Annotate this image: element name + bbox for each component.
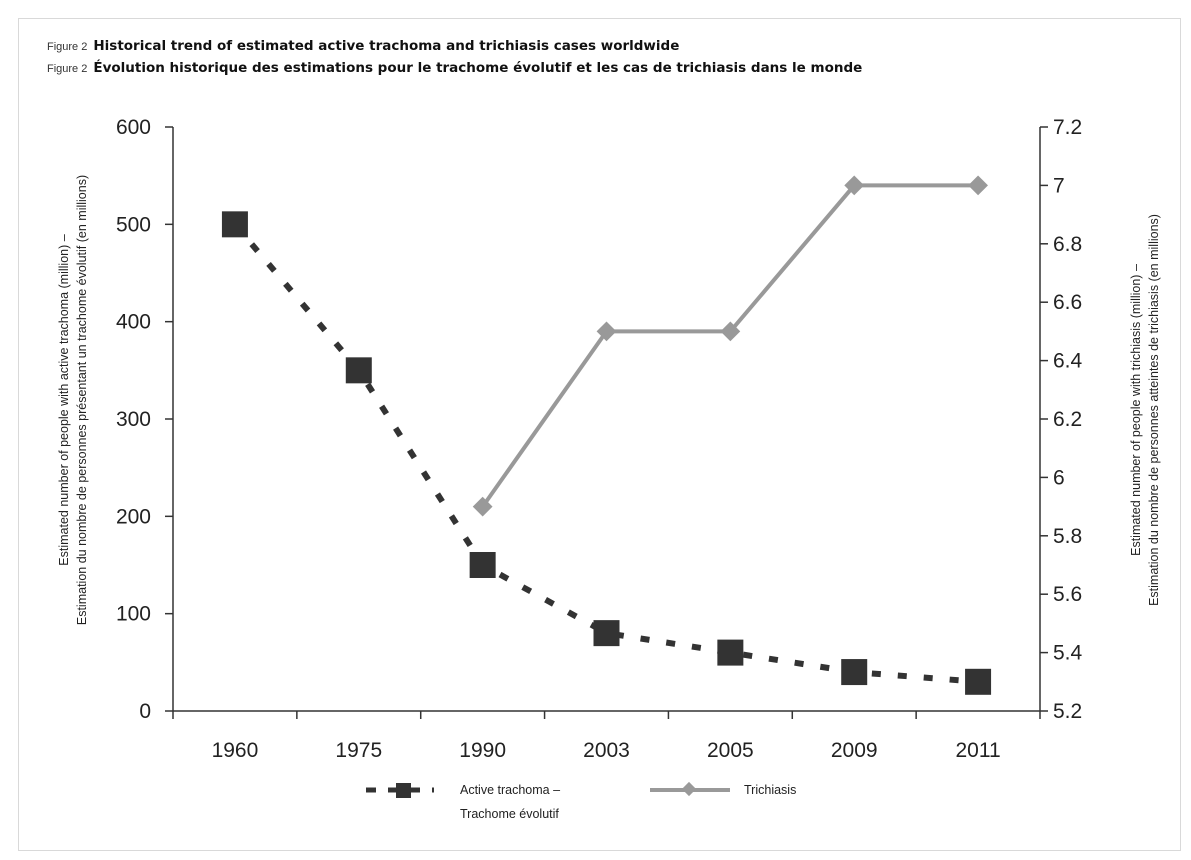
trichiasis-point bbox=[968, 175, 988, 196]
trichiasis-point bbox=[720, 321, 741, 342]
right-axis-title-line1: Estimated number of people with trichias… bbox=[1129, 264, 1143, 556]
right-tick-label: 6.4 bbox=[1053, 350, 1083, 373]
trichiasis-point bbox=[472, 496, 493, 517]
active-trachoma-point bbox=[717, 639, 744, 666]
series-layer bbox=[221, 175, 992, 695]
figure-frame bbox=[18, 18, 1181, 851]
active-trachoma-point bbox=[593, 620, 620, 647]
right-tick-label: 6.8 bbox=[1053, 233, 1082, 256]
legend-active-trachoma-label-line2: Trachome évolutif bbox=[460, 807, 559, 821]
right-tick-label: 7.2 bbox=[1053, 116, 1082, 139]
x-tick-label: 2011 bbox=[955, 739, 1000, 762]
active-trachoma-point bbox=[965, 668, 992, 695]
right-tick-label: 5.2 bbox=[1053, 700, 1082, 723]
left-tick-label: 200 bbox=[116, 505, 151, 528]
right-tick-label: 6 bbox=[1053, 466, 1065, 489]
legend-active-trachoma-marker bbox=[396, 783, 411, 798]
left-axis-title-line1: Estimated number of people with active t… bbox=[57, 234, 71, 565]
active-trachoma-point bbox=[221, 211, 248, 238]
x-tick-label: 2005 bbox=[707, 739, 754, 762]
left-tick-label: 600 bbox=[116, 116, 151, 139]
right-tick-label: 5.8 bbox=[1053, 525, 1082, 548]
x-tick-label: 1960 bbox=[212, 739, 259, 762]
right-tick-label: 6.2 bbox=[1053, 408, 1082, 431]
active-trachoma-point bbox=[345, 357, 372, 384]
active-trachoma-point bbox=[841, 659, 868, 686]
legend-trichiasis-marker bbox=[681, 781, 697, 797]
left-tick-label: 400 bbox=[116, 311, 151, 334]
figure-title-text-fr: Évolution historique des estimations pou… bbox=[93, 60, 863, 76]
trichiasis-line bbox=[481, 183, 979, 508]
left-tick-label: 300 bbox=[116, 408, 151, 431]
left-axis-title-line2: Estimation du nombre de personnes présen… bbox=[75, 175, 89, 625]
chart-legend: Active trachoma – Trachome évolutif Tric… bbox=[366, 781, 796, 821]
right-tick-label: 5.6 bbox=[1053, 583, 1082, 606]
figure-title-fr: Figure 2 Évolution historique des estimat… bbox=[47, 59, 862, 76]
x-tick-label: 1990 bbox=[459, 739, 506, 762]
left-tick-label: 100 bbox=[116, 603, 151, 626]
legend-trichiasis-label: Trichiasis bbox=[744, 783, 796, 797]
legend-active-trachoma-label-line1: Active trachoma – bbox=[460, 783, 560, 797]
right-axis-title-line2: Estimation du nombre de personnes attein… bbox=[1147, 214, 1161, 606]
left-tick-label: 0 bbox=[139, 700, 151, 723]
active-trachoma-point bbox=[469, 552, 496, 578]
left-tick-label: 500 bbox=[116, 213, 151, 236]
trichiasis-point bbox=[596, 321, 617, 342]
active-trachoma-line bbox=[232, 222, 979, 685]
figure-label-fr: Figure 2 bbox=[47, 63, 88, 75]
figure-title-en: Figure 2 Historical trend of estimated ac… bbox=[47, 37, 679, 54]
right-tick-label: 6.6 bbox=[1053, 291, 1082, 314]
axis-ticks: 0 100 200 300 400 500 600 5.2 5.4 5.6 5.8 6 6.2 6.4 6.… bbox=[116, 116, 1083, 762]
figure-title-text-en: Historical trend of estimated active tra… bbox=[93, 38, 680, 54]
x-tick-label: 2009 bbox=[831, 739, 878, 762]
x-tick-label: 2003 bbox=[583, 739, 630, 762]
right-tick-label: 7 bbox=[1053, 174, 1065, 197]
right-tick-label: 5.4 bbox=[1053, 642, 1083, 665]
x-tick-label: 1975 bbox=[335, 739, 382, 762]
figure-label-en: Figure 2 bbox=[47, 41, 88, 53]
